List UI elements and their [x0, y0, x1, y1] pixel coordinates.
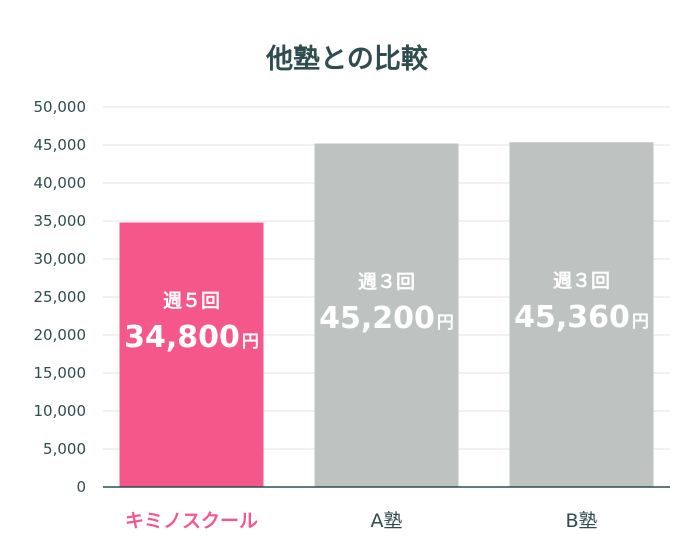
y-tick-label: 10,000 [34, 402, 87, 420]
y-tick-label: 40,000 [34, 174, 87, 192]
bar-value-label: 34,800 円 [124, 320, 259, 355]
y-tick-label: 35,000 [34, 212, 87, 230]
y-tick-label: 50,000 [34, 98, 87, 116]
y-tick-label: 20,000 [34, 326, 87, 344]
bars: 週５回 34,800 円 週３回 45,200 円 週３回 45,360 円 [119, 142, 654, 488]
y-axis-ticks: 0 5,000 10,000 15,000 20,000 25,000 30,000 35,0… [34, 98, 87, 496]
x-category-label: B塾 [565, 510, 597, 532]
bar-frequency-label: 週５回 [163, 290, 220, 312]
bar-value-label: 45,360 円 [514, 300, 649, 335]
y-tick-label: 15,000 [34, 364, 87, 382]
x-category-label: A塾 [371, 510, 403, 532]
y-tick-label: 45,000 [34, 136, 87, 154]
chart-title: 他塾との比較 [265, 43, 429, 75]
category-labels: キミノスクール A塾 B塾 [125, 510, 598, 532]
bar [314, 143, 459, 488]
y-tick-label: 0 [76, 478, 86, 496]
bar-frequency-label: 週３回 [553, 270, 610, 292]
bar-value-label: 45,200 円 [319, 301, 454, 336]
y-tick-label: 5,000 [43, 440, 86, 458]
bar [119, 222, 264, 487]
x-category-label: キミノスクール [125, 510, 258, 532]
y-tick-label: 25,000 [34, 288, 87, 306]
y-tick-label: 30,000 [34, 250, 87, 268]
bar-frequency-label: 週３回 [358, 271, 415, 293]
bar [509, 142, 654, 487]
